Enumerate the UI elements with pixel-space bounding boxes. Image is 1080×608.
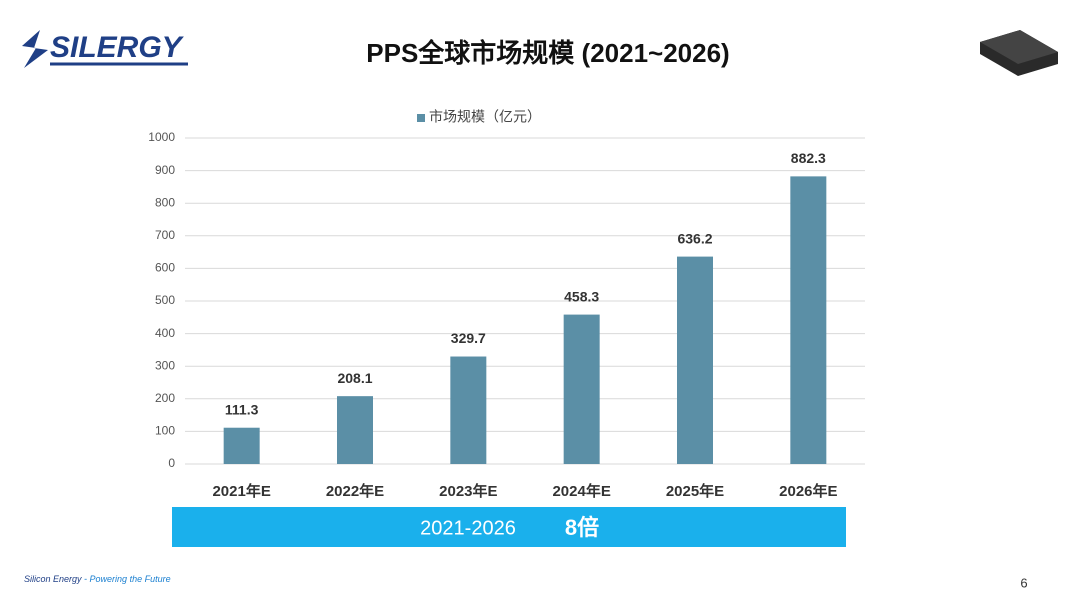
x-tick-label: 2023年E: [439, 482, 497, 500]
bar: [337, 396, 373, 464]
data-label: 208.1: [337, 370, 372, 386]
data-label: 882.3: [791, 150, 826, 166]
x-tick-label: 2022年E: [326, 482, 384, 500]
x-tick-label: 2021年E: [212, 482, 270, 500]
x-tick-label: 2026年E: [779, 482, 837, 500]
plot: 0 100 200 300 400 500 600 700 800 900 1000 市场规模（亿元）…: [148, 109, 865, 500]
y-tick-label: 600: [155, 261, 175, 275]
data-label: 329.7: [451, 330, 486, 346]
page-number: 6: [1020, 575, 1027, 590]
y-tick-label: 100: [155, 424, 175, 438]
x-tick-label: 2025年E: [666, 482, 724, 500]
legend-swatch: [417, 114, 425, 122]
data-label: 111.3: [225, 401, 259, 417]
y-tick-label: 500: [155, 293, 175, 307]
summary-banner: [172, 507, 846, 547]
y-tick-label: 900: [155, 163, 175, 177]
footer-slogan: - Powering the Future: [84, 574, 171, 584]
chip-image: [980, 30, 1058, 76]
data-label: 636.2: [677, 230, 712, 246]
bar: [223, 427, 260, 464]
chip-top: [980, 30, 1058, 64]
y-tick-label: 300: [155, 358, 175, 372]
y-tick-label: 0: [168, 456, 175, 470]
chart-title: PPS全球市场规模 (2021~2026): [366, 38, 729, 68]
y-tick-label: 400: [155, 326, 175, 340]
bar: [677, 256, 713, 464]
banner-growth: 8倍: [565, 515, 599, 540]
banner-period: 2021-2026: [420, 517, 516, 539]
y-tick-label: 800: [155, 195, 175, 209]
y-tick-label: 200: [155, 391, 175, 405]
bar: [790, 176, 827, 465]
legend-label: 市场规模（亿元）: [429, 109, 541, 125]
data-label: 458.3: [564, 288, 599, 304]
y-tick-label: 700: [155, 228, 175, 242]
logo: SILERGY: [22, 30, 188, 68]
footer: Silicon Energy - Powering the Future: [24, 574, 171, 584]
bar: [450, 356, 487, 464]
bar: [563, 314, 600, 464]
logo-text: SILERGY: [50, 31, 185, 64]
x-tick-label: 2024年E: [552, 482, 610, 500]
logo-mark: [22, 30, 48, 68]
y-tick-label: 1000: [148, 130, 175, 144]
footer-company: Silicon Energy: [24, 574, 82, 584]
